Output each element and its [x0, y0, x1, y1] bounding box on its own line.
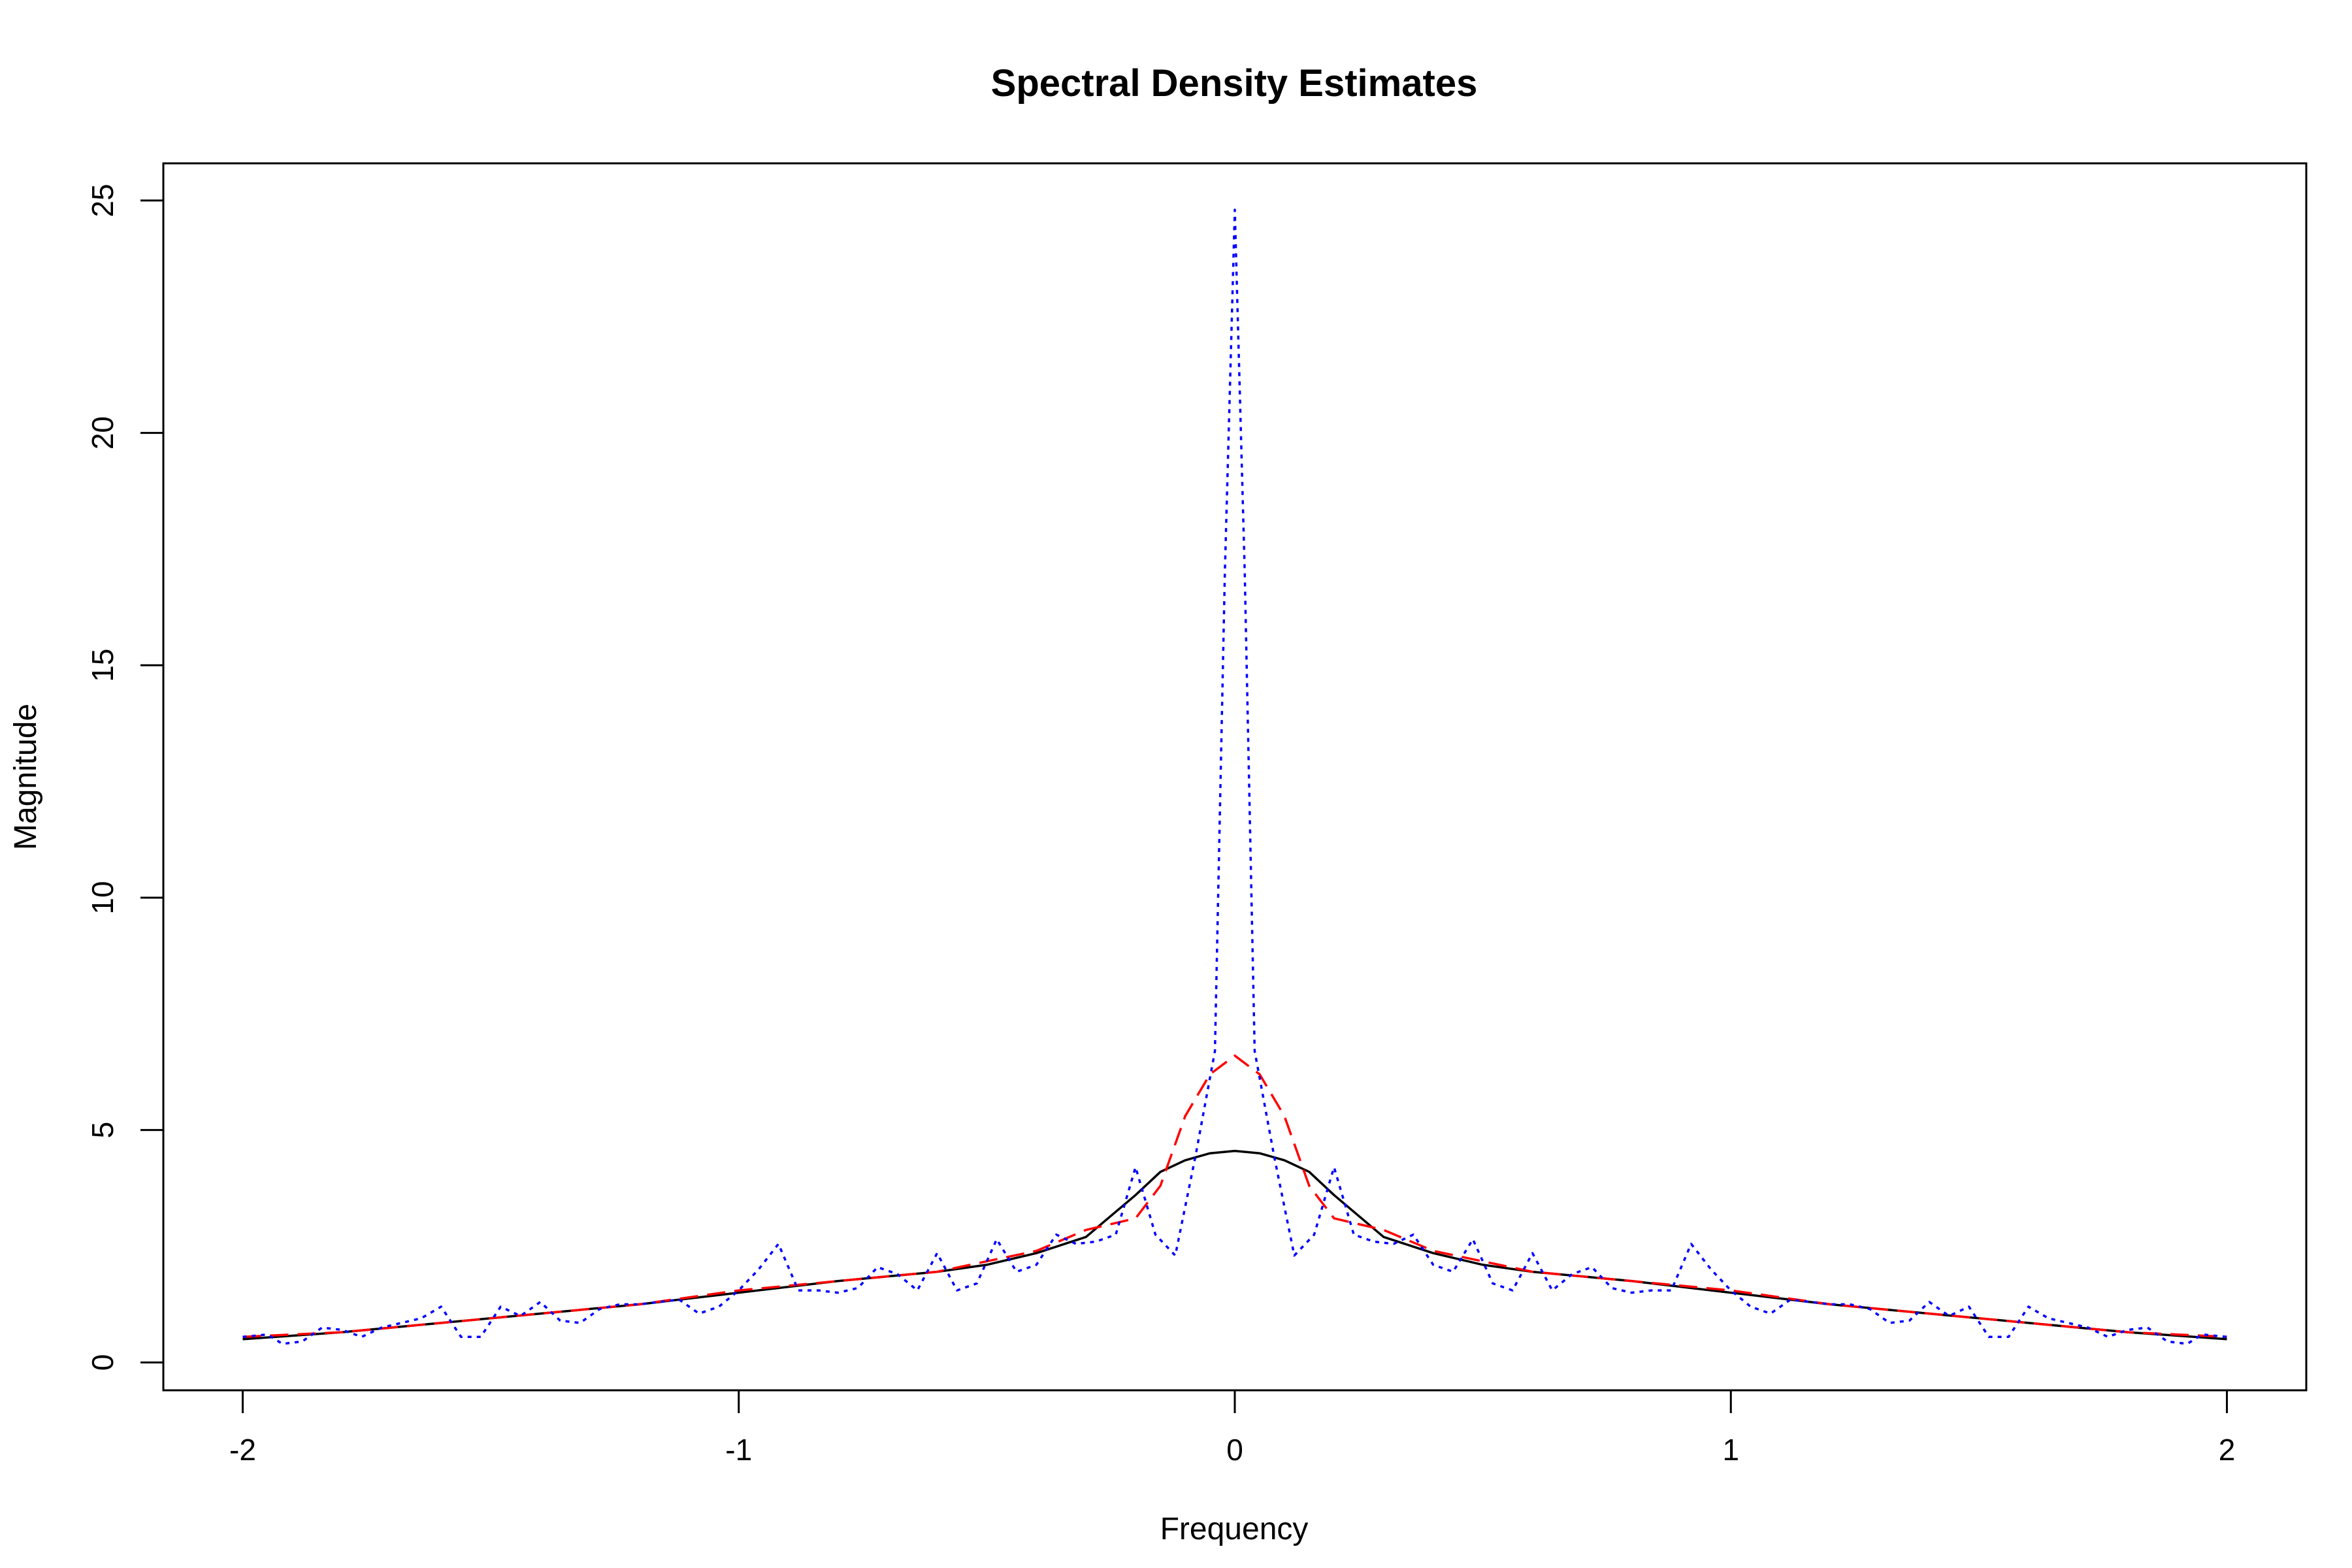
y-tick-label: 10 [86, 881, 120, 914]
x-tick-label: -1 [725, 1433, 752, 1467]
x-axis: -2 -1 0 1 2 [229, 1389, 2236, 1467]
y-axis: 0 5 10 15 20 25 [86, 184, 165, 1371]
x-tick-label: 2 [2219, 1433, 2236, 1467]
chart-title: Spectral Density Estimates [991, 62, 1478, 105]
plot-frame [162, 162, 2308, 1392]
series-line-dotted [242, 208, 2227, 1345]
y-tick-label: 25 [86, 184, 120, 217]
x-axis-title: Frequency [1160, 1512, 1309, 1546]
series-line-dashed [242, 1054, 2227, 1338]
x-tick-label: 0 [1226, 1433, 1243, 1467]
x-tick-label: -2 [229, 1433, 256, 1467]
series-layer [242, 208, 2227, 1345]
series-line-solid [242, 1149, 2227, 1341]
y-axis-title: Magnitude [8, 704, 43, 850]
y-tick-label: 0 [86, 1354, 120, 1371]
y-tick-label: 20 [86, 416, 120, 449]
y-tick-label: 15 [86, 649, 120, 682]
x-tick-label: 1 [1722, 1433, 1739, 1467]
y-tick-label: 5 [86, 1122, 120, 1139]
